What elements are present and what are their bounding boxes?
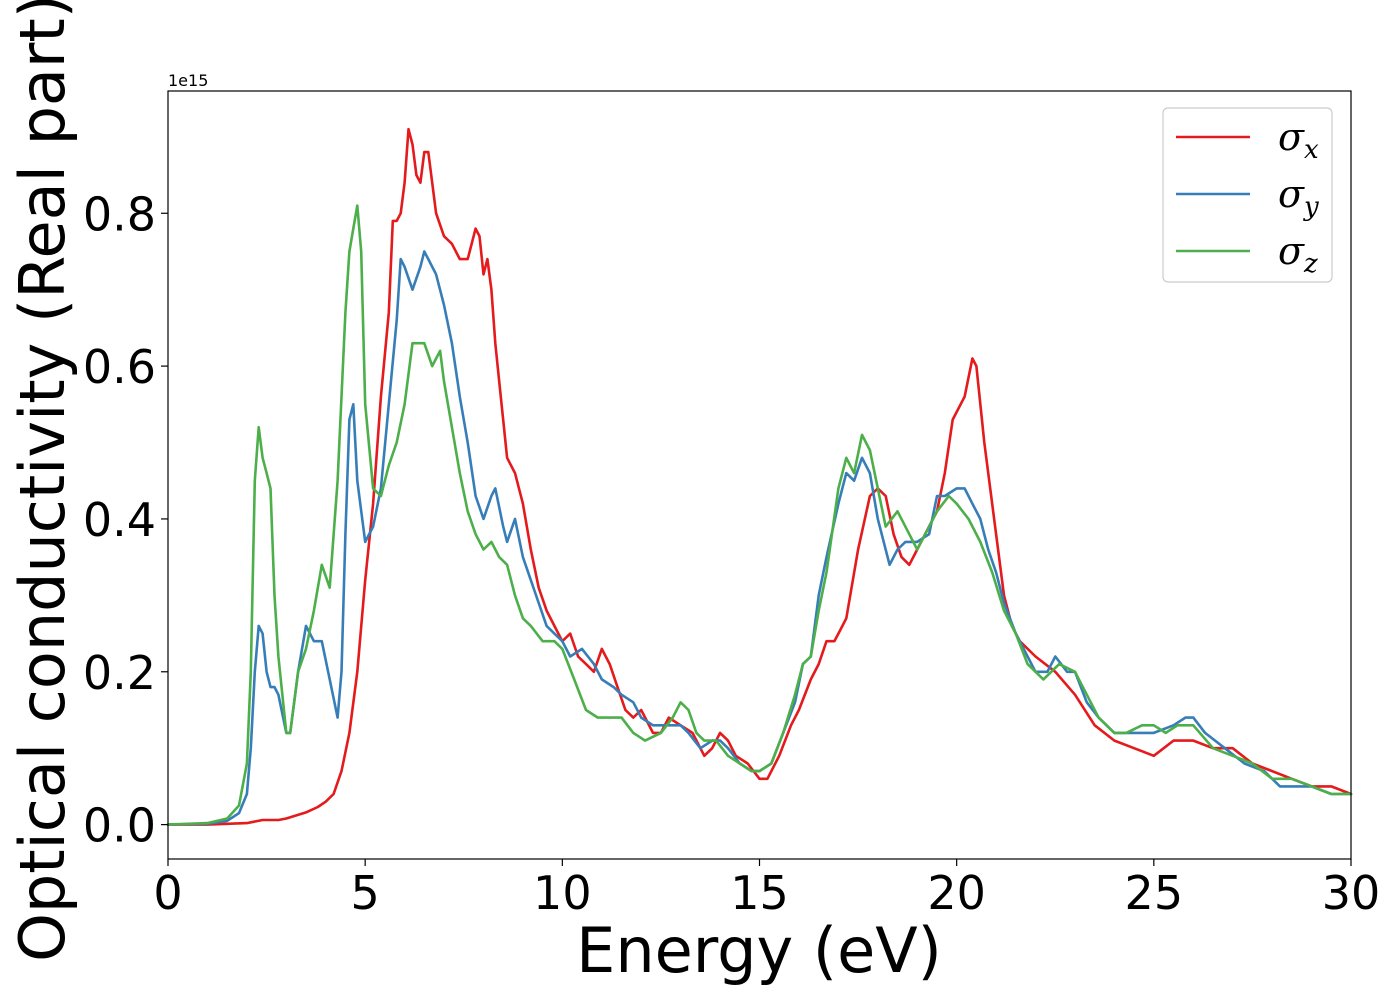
y-axis: 0.0 0.2 0.4 0.6 0.8	[83, 187, 168, 853]
x-axis: 0 5 10 15 20 25 30	[153, 859, 1380, 920]
y-offset-text: 1e15	[168, 71, 208, 90]
series-lines	[166, 127, 1353, 826]
x-tick-label: 5	[351, 866, 380, 920]
series-line-z	[166, 204, 1353, 826]
legend-label-x: σx	[1278, 115, 1319, 165]
y-axis-title: Optical conductivity (Real part)	[6, 0, 79, 962]
x-tick-label: 15	[730, 866, 789, 920]
legend: σx σy σz	[1162, 107, 1333, 283]
x-axis-title: Energy (eV)	[576, 914, 942, 987]
x-tick-label: 0	[153, 866, 182, 920]
legend-label-y: σy	[1278, 172, 1319, 222]
x-tick-label: 30	[1322, 866, 1381, 920]
y-tick-label: 0.0	[83, 799, 156, 853]
y-tick-label: 0.2	[83, 646, 156, 700]
legend-label-z: σz	[1278, 229, 1318, 279]
x-tick-label: 25	[1125, 866, 1184, 920]
y-tick-label: 0.4	[83, 493, 156, 547]
series-line-y	[166, 250, 1353, 826]
y-tick-label: 0.6	[83, 340, 156, 394]
y-tick-label: 0.8	[83, 187, 156, 241]
x-tick-label: 10	[533, 866, 592, 920]
x-tick-label: 20	[927, 866, 986, 920]
